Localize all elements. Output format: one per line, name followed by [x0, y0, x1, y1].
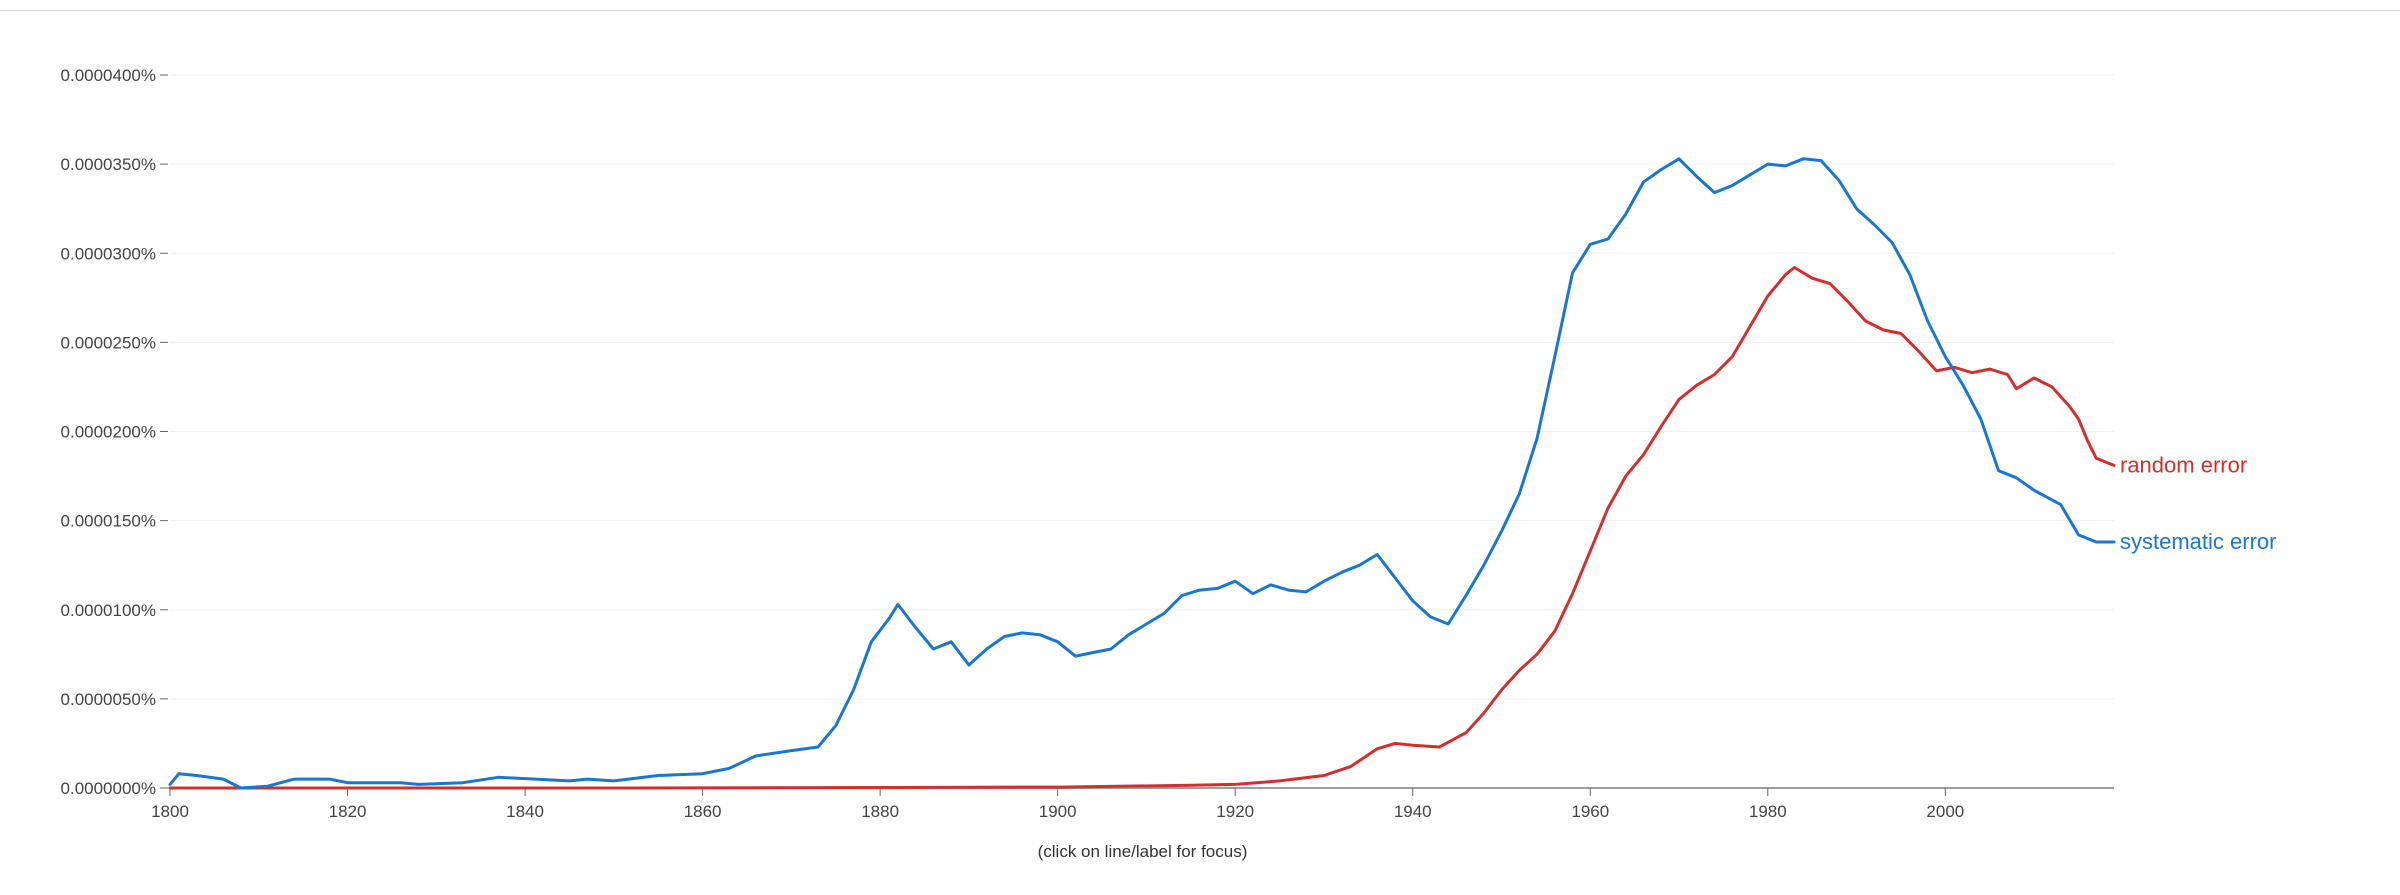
x-tick-label: 1920	[1216, 802, 1254, 821]
y-tick-label: 0.0000400%	[61, 66, 156, 85]
series-line-random-error[interactable]	[168, 266, 2116, 790]
focus-hint: (click on line/label for focus)	[1037, 842, 1248, 861]
x-tick-label: 1940	[1394, 802, 1432, 821]
x-tick-label: 1840	[506, 802, 544, 821]
series-label-systematic-error[interactable]: systematic error	[2120, 529, 2276, 554]
y-tick-label: 0.0000050%	[61, 690, 156, 709]
x-tick-label: 2000	[1926, 802, 1964, 821]
y-tick-label: 0.0000200%	[61, 423, 156, 442]
x-tick-label: 1980	[1749, 802, 1787, 821]
x-tick-label: 1860	[684, 802, 722, 821]
series-label-random-error[interactable]: random error	[2120, 452, 2247, 477]
y-tick-label: 0.0000350%	[61, 155, 156, 174]
gridlines	[170, 74, 2114, 700]
series-line-systematic-error[interactable]	[168, 157, 2116, 790]
x-tick-label: 1880	[861, 802, 899, 821]
x-axis: 1800 1820 1840 1860 1880 1900 1920 1940 1960 1980…	[151, 787, 2114, 821]
series-lines[interactable]	[168, 157, 2116, 790]
y-tick-label: 0.0000250%	[61, 333, 156, 352]
y-tick-label: 0.0000150%	[61, 512, 156, 531]
x-tick-label: 1960	[1571, 802, 1609, 821]
y-tick-label: 0.0000100%	[61, 601, 156, 620]
x-tick-label: 1820	[329, 802, 367, 821]
top-divider	[0, 10, 2400, 11]
y-axis: 0.0000000% 0.0000050% 0.0000100% 0.0000150%…	[61, 66, 168, 798]
x-tick-label: 1900	[1039, 802, 1077, 821]
y-tick-label: 0.0000000%	[61, 779, 156, 798]
x-tick-label: 1800	[151, 802, 189, 821]
y-tick-label: 0.0000300%	[61, 244, 156, 263]
series-labels[interactable]: random error systematic error	[2120, 452, 2276, 554]
